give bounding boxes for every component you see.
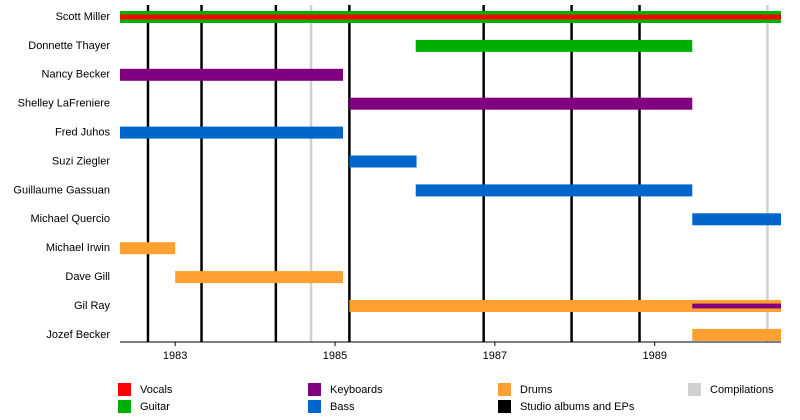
row-label: Michael Irwin [46,242,110,254]
row-label: Scott Miller [56,11,111,23]
row-label: Dave Gill [65,271,110,283]
bar [349,97,693,110]
legend-label: Compilations [710,384,774,396]
x-tick-label: 1989 [642,350,666,362]
row-label: Donnette Thayer [28,40,110,52]
bar [175,271,343,284]
bar [415,184,693,197]
bar [120,68,343,81]
legend-swatch [498,383,511,396]
bar [415,39,693,52]
legend-label: Drums [520,384,553,396]
row-label: Guillaume Gassuan [13,184,110,196]
bar [692,303,781,309]
row-label: Shelley LaFreniere [18,98,110,110]
x-tick-label: 1985 [323,350,347,362]
bar [120,14,781,20]
bar [349,300,781,312]
bar [349,155,417,168]
row-label: Fred Juhos [55,127,111,139]
legend-swatch [308,400,321,413]
bar [692,213,781,226]
legend-label: Keyboards [330,384,383,396]
legend-label: Guitar [140,401,170,413]
legend-label: Vocals [140,384,173,396]
row-label: Michael Quercio [31,213,110,225]
legend-label: Studio albums and EPs [520,401,635,413]
row-label: Suzi Ziegler [52,155,110,167]
legend-swatch [118,383,131,396]
legend-swatch [308,383,321,396]
row-label: Jozef Becker [46,329,110,341]
row-label: Nancy Becker [42,69,111,81]
legend-swatch [118,400,131,413]
bar [692,328,781,341]
bar [120,126,343,139]
legend-swatch [498,400,511,413]
bar [120,242,176,255]
legend-label: Bass [330,401,355,413]
x-tick-label: 1983 [163,350,187,362]
legend-swatch [688,383,701,396]
row-label: Gil Ray [74,300,111,312]
x-tick-label: 1987 [483,350,507,362]
